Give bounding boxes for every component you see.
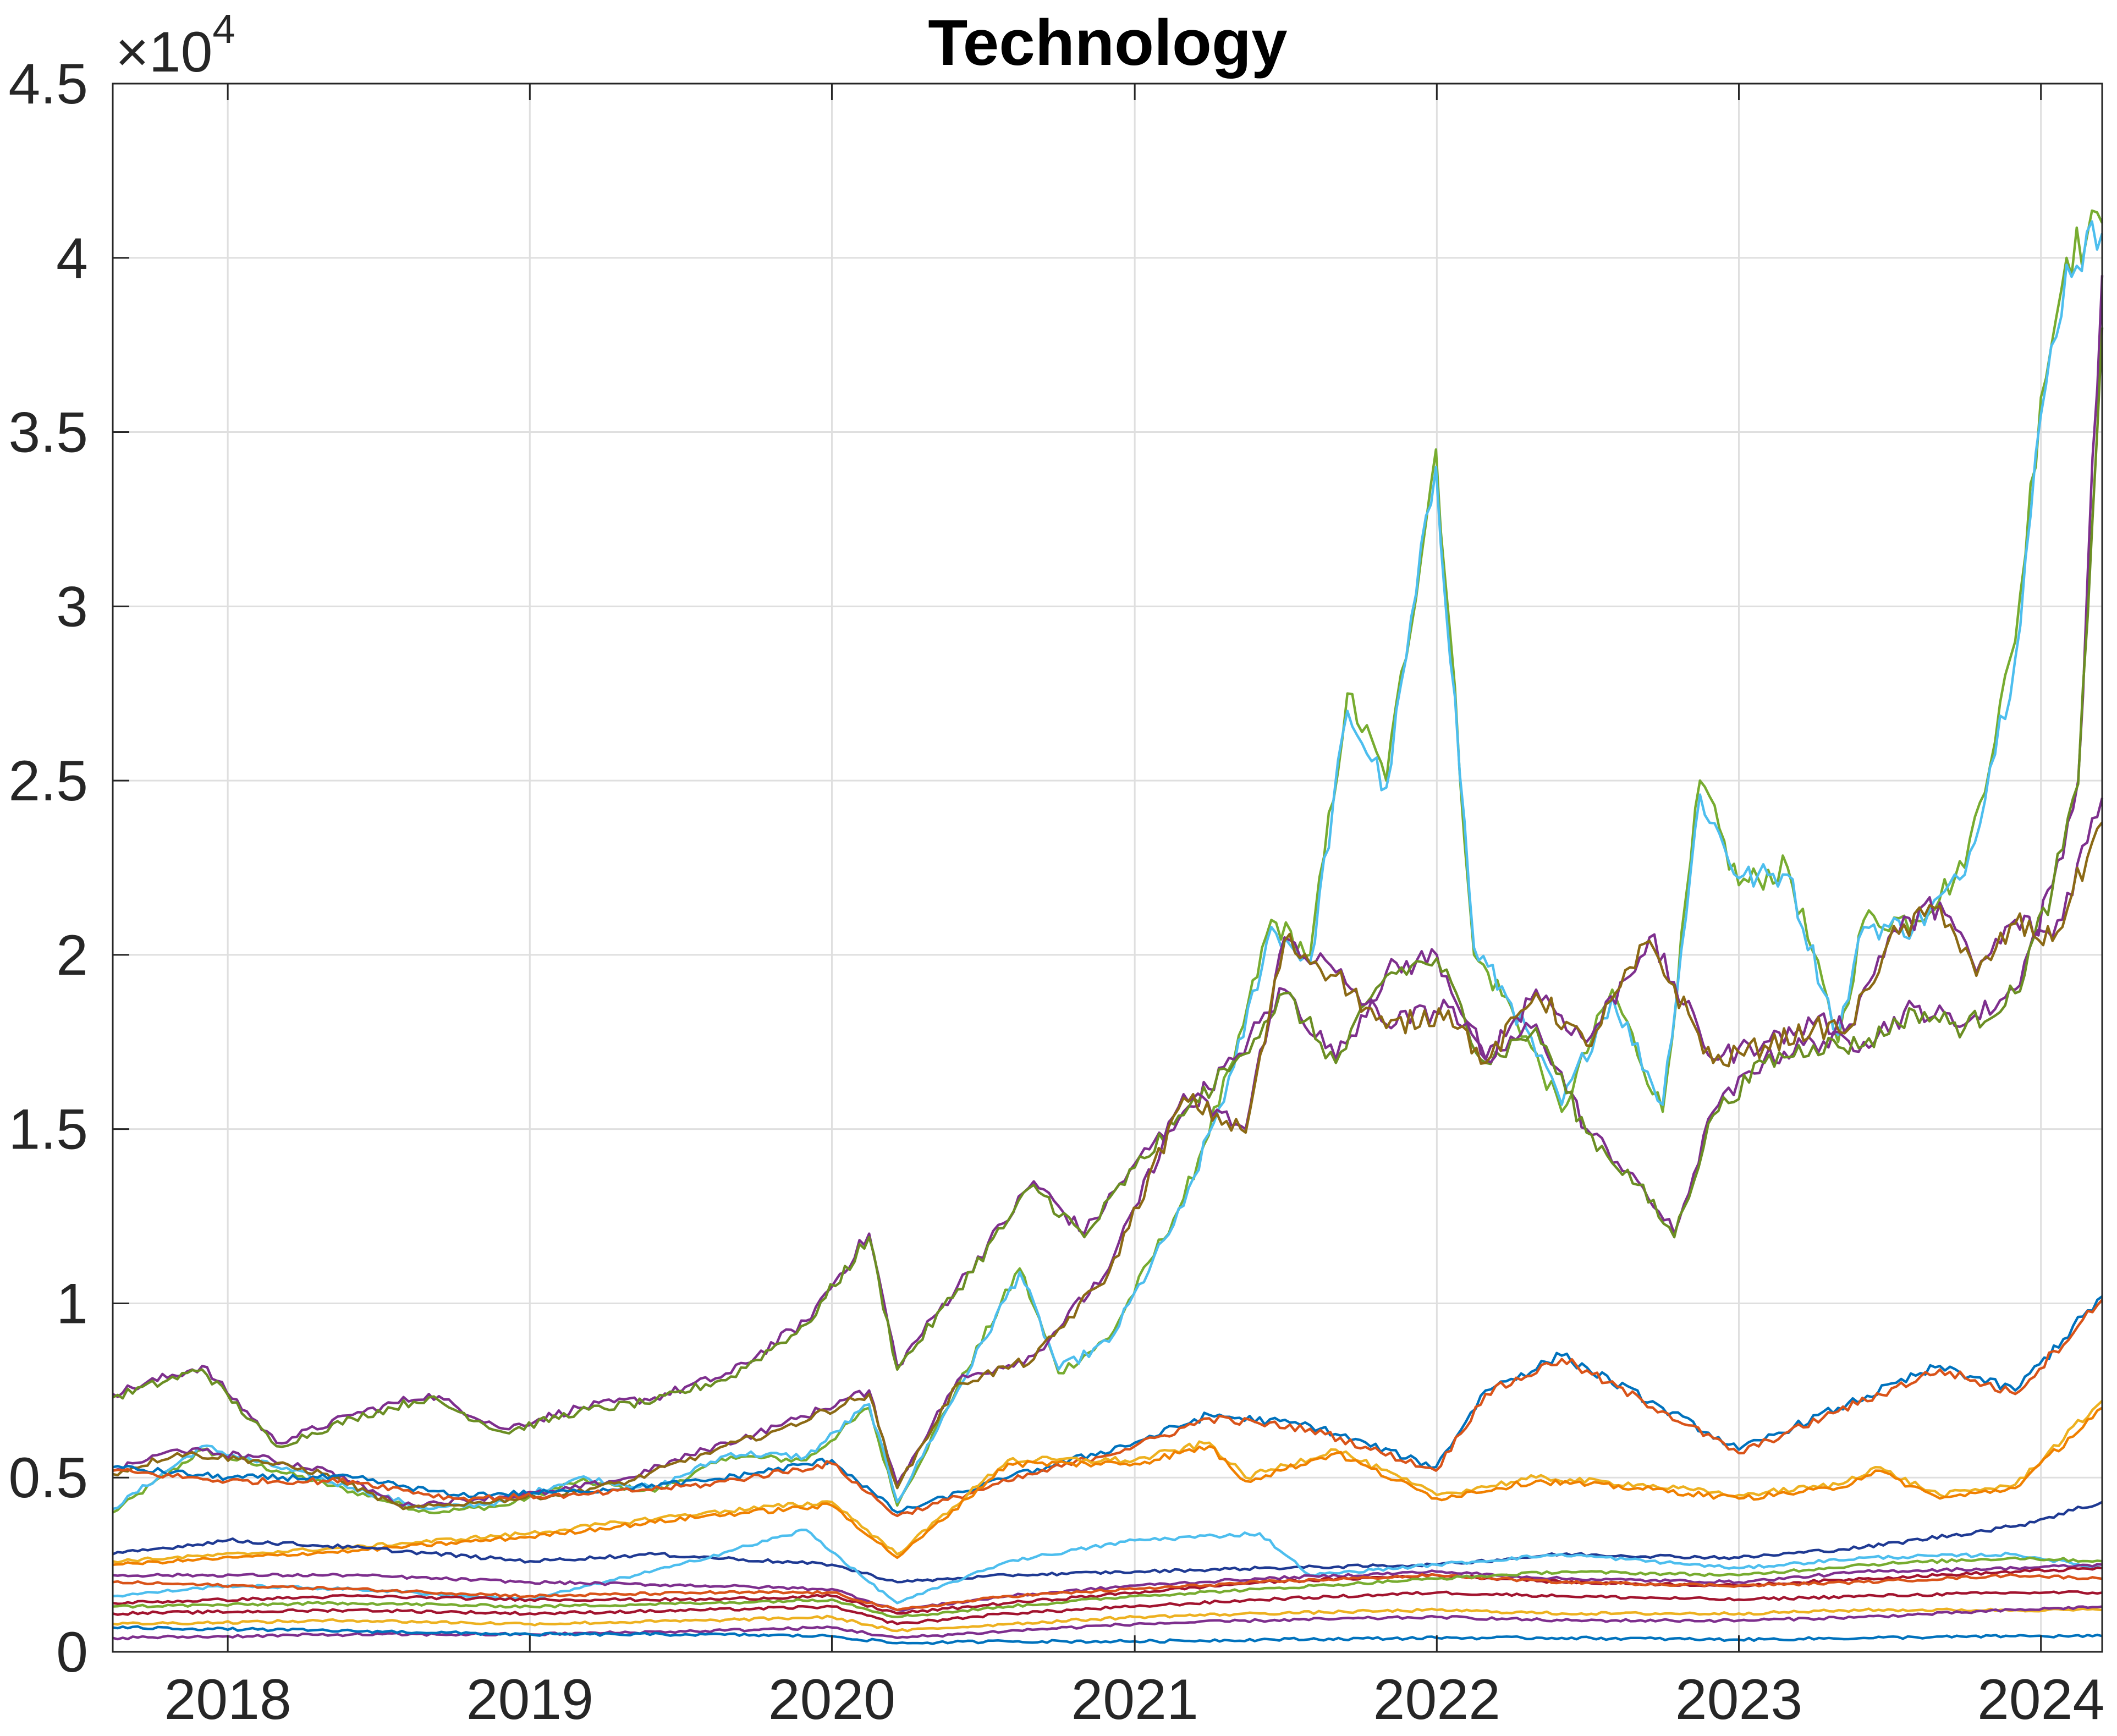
series-line-19 <box>112 1605 2103 1641</box>
series-line-16 <box>112 1590 2103 1625</box>
y-exponent-power: 4 <box>212 6 235 52</box>
y-tick-label: 0.5 <box>8 1446 88 1510</box>
series-line-13 <box>112 1563 2103 1612</box>
y-tick-label: 3.5 <box>8 401 88 465</box>
grid <box>113 84 2102 1652</box>
series-line-11 <box>112 1501 2103 1584</box>
y-tick-label: 1 <box>56 1272 88 1336</box>
series-line-4 <box>112 327 2104 1448</box>
series-line-18 <box>112 1607 2103 1633</box>
chart-title: Technology <box>928 7 1287 79</box>
y-tick-label: 2.5 <box>8 749 88 813</box>
x-tick-label: 2022 <box>1373 1668 1500 1732</box>
x-tick-label: 2019 <box>466 1668 593 1732</box>
x-tick-label: 2024 <box>1977 1668 2104 1732</box>
series-line-7 <box>112 1295 2103 1514</box>
y-axis-ticks: 0 0.5 1 1.5 2 2.5 3 3.5 4 4.5 <box>8 52 129 1684</box>
series-line-6 <box>112 821 2103 1510</box>
series-lines <box>112 209 2104 1645</box>
x-tick-label: 2018 <box>164 1668 291 1732</box>
x-tick-label: 2020 <box>768 1668 895 1732</box>
series-line-8 <box>112 1299 2103 1518</box>
axes <box>112 83 2103 1653</box>
y-tick-label: 3 <box>56 575 88 639</box>
y-tick-label: 4 <box>56 227 88 290</box>
series-line-9 <box>112 1400 2103 1564</box>
y-tick-label: 0 <box>56 1620 88 1684</box>
series-line-2 <box>112 220 2104 1510</box>
series-line-1 <box>112 209 2104 1514</box>
y-axis-exponent-label: ×104 <box>116 6 235 84</box>
y-tick-label: 2 <box>56 924 88 987</box>
series-line-20 <box>112 1625 2103 1645</box>
y-tick-label: 4.5 <box>8 52 88 116</box>
series-line-17 <box>112 1556 2103 1618</box>
series-line-15 <box>112 1573 2103 1612</box>
y-tick-label: 1.5 <box>8 1098 88 1162</box>
plot-area-box <box>112 83 2103 1653</box>
series-line-14 <box>112 1566 2103 1615</box>
x-axis-ticks: 2018 2019 2020 2021 2022 2023 2024 <box>164 84 2104 1732</box>
x-tick-label: 2021 <box>1071 1668 1198 1732</box>
y-exponent-multiplier: ×10 <box>116 20 212 84</box>
x-tick-label: 2023 <box>1675 1668 1802 1732</box>
series-line-10 <box>112 1407 2103 1566</box>
series-line-3 <box>112 275 2104 1445</box>
